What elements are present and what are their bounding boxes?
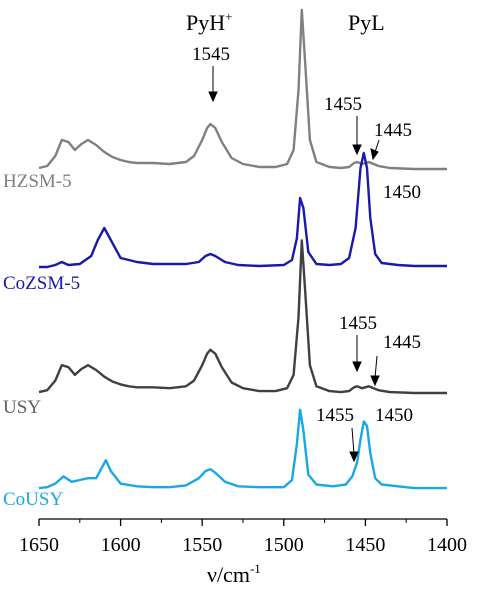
x-tick-label: 1550 [182, 534, 222, 556]
annotation-1445-hzsm5: 1445 [374, 120, 412, 141]
annotation-1445-usy: 1445 [383, 332, 421, 353]
arrow-1455-hzsm5 [352, 116, 362, 156]
series-line-hzsm5 [38, 8, 447, 171]
arrow-1455-usy [352, 335, 362, 373]
series-labels: HZSM-5 CoZSM-5 USY CoUSY [3, 171, 80, 510]
series-line-usy [38, 239, 447, 395]
annotation-arrows [208, 66, 380, 463]
arrow-1545 [208, 66, 218, 103]
annotation-1455-hzsm5: 1455 [324, 94, 362, 115]
series-label-usy: USY [3, 397, 41, 418]
x-tick-label: 1450 [345, 534, 385, 556]
annotations: PyH+ 1545 PyL 1455 1445 1450 1455 1445 1… [186, 9, 421, 426]
arrow-1445-usy [370, 355, 380, 387]
x-tick-label: 1500 [264, 534, 304, 556]
arrow-1455-cousy [349, 427, 359, 463]
x-axis-label: ν/cm-1 [207, 561, 261, 587]
annotation-pyh: PyH+ [186, 9, 232, 35]
series-line-cousy [38, 408, 447, 490]
series-line-cozsm5 [39, 151, 447, 269]
annotation-1455-usy: 1455 [339, 313, 377, 334]
x-tick-label: 1600 [101, 534, 141, 556]
series-label-cousy: CoUSY [3, 489, 63, 510]
x-tick-label: 1650 [19, 534, 59, 556]
annotation-pyl: PyL [348, 10, 385, 35]
annotation-1455-cousy: 1455 [316, 405, 354, 426]
spectra-lines [38, 8, 447, 490]
x-axis: 1650 1600 1550 1500 1450 1400 ν/cm-1 [19, 518, 467, 587]
annotation-1450-cozsm5: 1450 [383, 182, 421, 203]
x-tick-label: 1400 [427, 534, 467, 556]
annotation-1450-cousy: 1450 [375, 405, 413, 426]
x-ticks: 1650 1600 1550 1500 1450 1400 [19, 519, 467, 556]
series-label-cozsm5: CoZSM-5 [3, 273, 80, 294]
arrow-1445-hzsm5 [370, 139, 380, 161]
annotation-1545-top: 1545 [192, 44, 230, 65]
series-label-hzsm5: HZSM-5 [3, 171, 72, 192]
